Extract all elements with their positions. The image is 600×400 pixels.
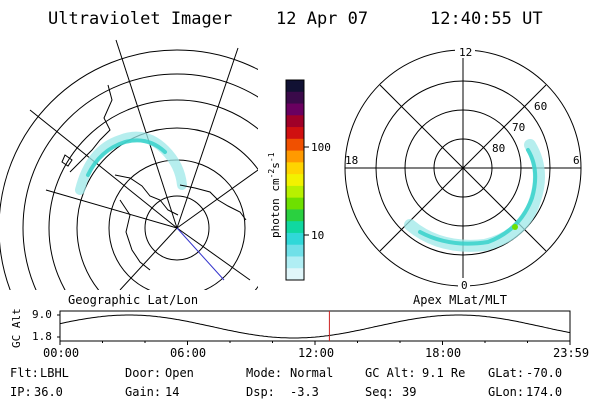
altitude-tick-top: 9.0 <box>32 308 52 321</box>
mlat-label-60: 60 <box>534 100 547 113</box>
instrument-title: Ultraviolet Imager <box>48 9 232 29</box>
colorbar-frame <box>285 79 305 281</box>
time-tick-0000: 00:00 <box>43 346 79 360</box>
instrument-status: Flt:LBHL Door: Open Mode: Normal GC Alt: 9.… <box>10 366 562 399</box>
colorbar-segment <box>286 150 304 163</box>
altitude-tick-bottom: 1.8 <box>32 330 52 343</box>
flt-value: LBHL <box>40 366 69 380</box>
door-value: Open <box>165 366 194 380</box>
mlt-label-12: 12 <box>459 46 472 59</box>
colorbar-segment <box>286 244 304 257</box>
colorbar-segment <box>286 103 304 116</box>
seq-label: Seq: <box>365 385 394 399</box>
colorbar-segment <box>286 138 304 152</box>
mode-label: Mode: <box>246 366 282 380</box>
left-map-caption: Geographic Lat/Lon <box>68 293 198 307</box>
colorbar-segment <box>286 268 304 281</box>
colorbar-segment <box>286 197 304 210</box>
colorbar-segment <box>286 256 304 269</box>
mlt-label-18: 18 <box>345 154 358 167</box>
time-tick-1800: 18:00 <box>425 346 461 360</box>
altitude-axis-label: GC Alt <box>10 308 23 348</box>
colorbar-segment <box>286 115 304 128</box>
gcalt-label: GC Alt: <box>365 366 416 380</box>
gcalt-value: 9.1 Re <box>422 366 465 380</box>
mlat-label-70: 70 <box>512 121 525 134</box>
aurora-oval-right <box>404 139 545 252</box>
mode-value: Normal <box>290 366 333 380</box>
mlt-label-bg-0 <box>458 278 470 292</box>
mlt-label-0: 0 <box>461 279 468 292</box>
svg-text:GC Alt:9.1 Re: GC Alt: 9.1 Re <box>365 366 465 380</box>
gain-value: 14 <box>165 385 179 399</box>
time-tick-1200: 12:00 <box>298 346 334 360</box>
colorbar-segment <box>286 162 304 175</box>
dsp-value: -3.3 <box>290 385 319 399</box>
svg-text:Door:Open: Door: Open <box>125 366 194 380</box>
colorbar-segment <box>286 232 304 246</box>
colorbar: 100 10 photon cm-2s-1 <box>267 79 331 281</box>
seq-value: 39 <box>402 385 416 399</box>
colorbar-segment <box>286 221 304 234</box>
mlt-label-bg-12 <box>455 44 475 58</box>
ip-label: IP: <box>10 385 32 399</box>
mlat-label-80: 80 <box>492 142 505 155</box>
mlt-label-6: 6 <box>573 154 580 167</box>
colorbar-segment <box>286 80 304 93</box>
svg-text:Dsp:-3.3: Dsp: -3.3 <box>246 385 319 399</box>
colorbar-tick-label-10: 10 <box>311 229 324 242</box>
door-label: Door: <box>125 366 161 380</box>
right-map-caption: Apex MLat/MLT <box>413 293 507 307</box>
svg-text:Mode:Normal: Mode: Normal <box>246 366 333 380</box>
colorbar-tick-label-100: 100 <box>311 141 331 154</box>
glat-label: GLat: <box>488 366 524 380</box>
svg-text:GLat:-70.0: GLat: -70.0 <box>488 366 562 380</box>
colorbar-segment <box>286 91 304 105</box>
svg-text:Gain:14: Gain: 14 <box>125 385 179 399</box>
dsp-label: Dsp: <box>246 385 275 399</box>
colorbar-segment <box>286 127 304 140</box>
colorbar-gradient <box>286 80 304 281</box>
colorbar-unit-label: photon cm-2s-1 <box>267 152 282 238</box>
aurora-oval-left <box>75 131 187 195</box>
time-label: 12:40:55 UT <box>430 9 543 29</box>
ip-value: 36.0 <box>34 385 63 399</box>
date-label: 12 Apr 07 <box>276 9 368 29</box>
colorbar-segment <box>286 209 304 222</box>
flt-label: Flt: <box>10 366 39 380</box>
geographic-map <box>0 39 258 290</box>
svg-text:Seq:39: Seq: 39 <box>365 385 416 399</box>
glat-value: -70.0 <box>526 366 562 380</box>
svg-text:IP:36.0: IP: 36.0 <box>10 385 63 399</box>
glon-label: GLon: <box>488 385 524 399</box>
colorbar-segment <box>286 174 304 187</box>
altitude-curve <box>59 314 571 339</box>
svg-text:Flt:LBHL: Flt:LBHL <box>10 366 69 380</box>
time-tick-2359: 23:59 <box>553 346 589 360</box>
altitude-panel: GC Alt 9.0 1.8 00:00 06:00 12:00 18:00 2… <box>10 308 589 360</box>
dayside-indicator <box>176 227 225 281</box>
time-axis-ticks <box>59 341 571 345</box>
colorbar-segment <box>286 185 304 199</box>
time-tick-0600: 06:00 <box>170 346 206 360</box>
magnetic-polar-plot: 12 18 6 0 60 70 80 <box>344 44 582 292</box>
gain-label: Gain: <box>125 385 161 399</box>
svg-text:GLon:174.0: GLon: 174.0 <box>488 385 562 399</box>
glon-value: 174.0 <box>526 385 562 399</box>
coastlines <box>61 84 247 271</box>
